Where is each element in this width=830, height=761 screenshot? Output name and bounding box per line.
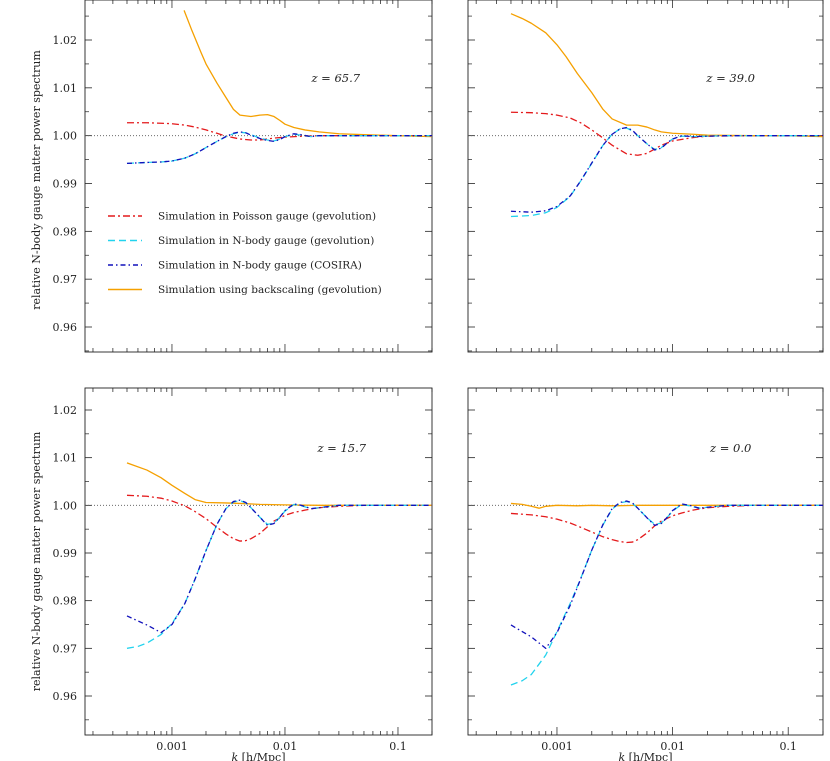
x-tick-label: 0.1 bbox=[779, 740, 797, 753]
y-tick-label: 1.00 bbox=[53, 130, 78, 143]
redshift-label: z = 65.7 bbox=[310, 71, 360, 85]
series-line-nbody_gev bbox=[510, 500, 823, 686]
series-line-backscaling bbox=[183, 10, 432, 138]
series-group bbox=[126, 462, 432, 649]
panel-bl: 0.96 0.97 0.98 0.99 1.00 1.01 1.02 0.001 0.01 0.1… bbox=[30, 387, 433, 761]
series-line-nbody_gev bbox=[126, 499, 432, 649]
y-tick-label: 0.96 bbox=[53, 321, 78, 334]
y-tick-label: 1.02 bbox=[53, 404, 78, 417]
panel-frame bbox=[467, 0, 824, 353]
series-line-nbody_cosira bbox=[126, 131, 432, 165]
y-tick-label: 1.01 bbox=[53, 452, 78, 465]
series-line-nbody_cosira bbox=[126, 499, 432, 634]
legend-label-backscaling: Simulation using backscaling (gevolution… bbox=[158, 284, 382, 296]
x-tick-label: 0.01 bbox=[273, 740, 298, 753]
series-line-nbody_gev bbox=[510, 127, 823, 218]
series-group bbox=[126, 10, 432, 165]
x-tick-label: 0.1 bbox=[389, 740, 407, 753]
series-line-nbody_cosira bbox=[510, 126, 823, 213]
legend-label-nbody_cosira: Simulation in N-body gauge (COSIRA) bbox=[158, 260, 362, 272]
y-tick-label: 0.98 bbox=[53, 225, 78, 238]
panel-tr: z = 39.0 bbox=[467, 0, 824, 353]
panel-frame bbox=[84, 387, 433, 736]
x-axis-title: k [h/Mpc] bbox=[231, 751, 285, 761]
redshift-label: z = 0.0 bbox=[709, 441, 751, 455]
series-line-backscaling bbox=[126, 462, 432, 506]
legend-label-nbody_gev: Simulation in N-body gauge (gevolution) bbox=[158, 235, 374, 247]
x-tick-label: 0.001 bbox=[541, 740, 573, 753]
redshift-label: z = 39.0 bbox=[705, 71, 755, 85]
y-tick-label: 0.97 bbox=[53, 273, 78, 286]
panel-br: 0.001 0.01 0.1 z = 0.0 k [h/Mpc] bbox=[467, 387, 824, 761]
x-tick-label: 0.001 bbox=[156, 740, 188, 753]
y-tick-label: 0.99 bbox=[53, 547, 78, 560]
y-axis-title: relative N-body gauge matter power spect… bbox=[30, 50, 43, 310]
series-line-poisson bbox=[510, 111, 823, 156]
x-axis-title: k [h/Mpc] bbox=[618, 751, 672, 761]
redshift-label: z = 15.7 bbox=[316, 441, 366, 455]
x-tick-label: 0.01 bbox=[660, 740, 685, 753]
legend: Simulation in Poisson gauge (gevolution)… bbox=[108, 211, 382, 296]
y-axis-title: relative N-body gauge matter power spect… bbox=[30, 431, 43, 691]
y-tick-label: 1.02 bbox=[53, 34, 78, 47]
series-group bbox=[510, 13, 823, 218]
y-tick-label: 0.98 bbox=[53, 595, 78, 608]
y-tick-label: 0.96 bbox=[53, 690, 78, 703]
series-line-nbody_cosira bbox=[510, 500, 823, 649]
series-line-poisson bbox=[126, 494, 432, 542]
series-line-poisson bbox=[126, 122, 432, 141]
series-line-backscaling bbox=[510, 13, 823, 138]
series-group bbox=[510, 500, 823, 686]
y-tick-label: 0.99 bbox=[53, 178, 78, 191]
panel-frame bbox=[467, 387, 824, 736]
legend-label-poisson: Simulation in Poisson gauge (gevolution) bbox=[158, 211, 376, 223]
panel-tl: 0.96 0.97 0.98 0.99 1.00 1.01 1.02 z = 65.7 rela… bbox=[30, 0, 433, 353]
y-tick-label: 0.97 bbox=[53, 642, 78, 655]
y-tick-label: 1.00 bbox=[53, 499, 78, 512]
panel-frame bbox=[84, 0, 433, 353]
series-line-poisson bbox=[510, 504, 823, 544]
y-tick-label: 1.01 bbox=[53, 82, 78, 95]
